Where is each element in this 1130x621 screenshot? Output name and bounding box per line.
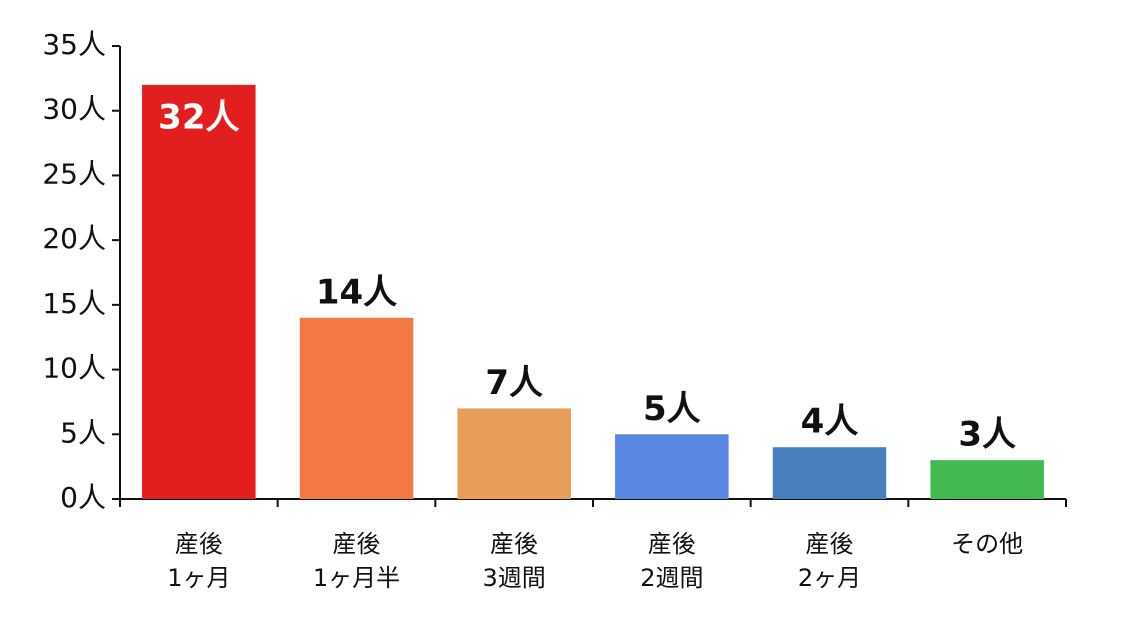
value-label: 3人 xyxy=(958,415,1016,455)
bar xyxy=(142,84,256,499)
value-label: 4人 xyxy=(801,402,859,442)
x-tick-label: その他 xyxy=(951,530,1024,558)
bar xyxy=(930,460,1044,499)
x-tick-label: 産後 1ヶ月 xyxy=(167,530,231,592)
bar xyxy=(457,408,571,499)
x-tick-label: 産後 3週間 xyxy=(482,530,546,592)
y-tick-label: 35人 xyxy=(42,28,106,61)
value-label: 7人 xyxy=(485,363,543,403)
y-tick-label: 20人 xyxy=(42,222,106,255)
x-tick-label: 産後 1ヶ月半 xyxy=(312,530,401,592)
y-tick-label: 5人 xyxy=(60,416,106,449)
y-tick-label: 10人 xyxy=(42,352,106,385)
x-tick-label: 産後 2ヶ月 xyxy=(797,530,862,592)
y-tick-label: 25人 xyxy=(42,157,106,190)
bar xyxy=(615,434,729,499)
y-tick-label: 15人 xyxy=(42,287,106,320)
bar xyxy=(772,447,887,499)
value-label: 32人 xyxy=(158,97,239,137)
bar xyxy=(299,317,414,499)
value-label: 5人 xyxy=(643,389,701,429)
y-tick-label: 30人 xyxy=(42,93,106,126)
value-label: 14人 xyxy=(316,272,397,312)
x-tick-label: 産後 2週間 xyxy=(640,530,704,592)
y-tick-label: 0人 xyxy=(60,481,106,514)
